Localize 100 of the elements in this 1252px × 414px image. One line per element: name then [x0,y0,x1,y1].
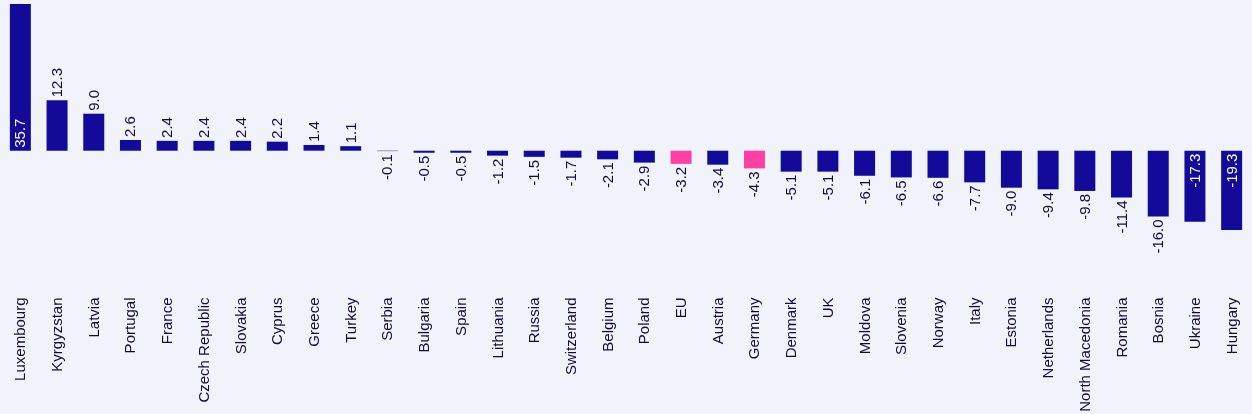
x-tick-label: Estonia [1002,296,1020,348]
bar [193,140,215,151]
x-tick-label: Lithuania [488,296,506,359]
x-tick-label: Moldova [855,296,873,355]
x-tick-label: Austria [708,296,726,345]
data-label: -5.1 [782,174,800,201]
data-label: -1.5 [525,159,543,186]
bar [1147,150,1169,217]
data-label: -6.5 [892,180,910,207]
x-tick-label: Slovenia [892,296,910,356]
x-tick-label: Switzerland [561,297,579,376]
data-label: -16.0 [1149,219,1167,254]
bar [1221,150,1243,231]
x-tick-label: Luxembourg [11,297,29,381]
bar [413,150,435,153]
data-label: 1.1 [341,122,359,144]
bar [817,150,839,172]
x-tick-label: Denmark [782,297,800,359]
data-label: -1.2 [488,158,506,185]
bar [83,113,105,151]
data-label: -9.8 [1075,193,1093,220]
data-label: -11.4 [1112,200,1130,234]
x-tick-label: Bulgaria [415,296,433,353]
x-tick-label: Italy [965,297,983,326]
data-label: -6.1 [855,178,873,205]
bar [743,150,765,169]
data-label: -4.3 [745,171,763,198]
bar [670,150,692,164]
bar [964,150,986,183]
data-label: -0.1 [378,154,396,180]
bar [487,150,509,156]
data-label: -7.7 [965,185,983,212]
x-tick-label: Romania [1112,296,1130,358]
x-tick-label: EU [672,297,690,319]
x-tick-label: Poland [635,297,653,345]
data-label: 1.4 [305,121,322,143]
bar [450,150,472,153]
bar [46,100,68,151]
bar [230,140,252,151]
data-label: 12.3 [48,68,66,98]
bar [119,140,141,151]
x-tick-label: Turkey [341,297,359,343]
bar [854,150,876,176]
x-tick-label: Belgium [598,297,616,352]
data-label: -5.1 [818,174,836,201]
x-tick-label: Spain [451,297,469,336]
bar [1074,150,1096,191]
data-label: -2.1 [598,162,616,189]
x-tick-label: Czech Republic [194,297,212,403]
bar [9,4,31,151]
bar [707,150,729,165]
x-tick-label: Kyrgyzstan [48,297,66,372]
data-label: -6.6 [929,180,946,207]
data-label: 2.4 [194,117,212,138]
data-label: -0.5 [451,155,469,182]
data-label: -9.0 [1002,190,1020,217]
data-label: -17.3 [1185,153,1203,188]
x-tick-label: Germany [745,297,763,360]
x-tick-label: Russia [525,296,543,344]
data-label: -0.5 [415,155,433,182]
bar [780,150,802,172]
x-tick-label: Ukraine [1185,297,1203,350]
x-tick-label: Netherlands [1039,297,1057,379]
bar [340,146,362,151]
x-tick-label: Portugal [121,297,139,354]
data-label: 2.4 [231,117,249,138]
x-tick-label: Greece [305,297,322,347]
bar [1111,150,1133,198]
x-tick-label: France [158,297,176,345]
bar [303,144,325,151]
data-label: 35.7 [11,118,29,148]
data-label: 2.2 [268,117,286,139]
data-label: -2.9 [635,165,653,192]
data-label: 9.0 [84,89,102,111]
bar [266,141,288,151]
x-tick-label: Latvia [84,296,102,338]
bar [1037,150,1059,190]
x-tick-label: Cyprus [268,297,286,346]
x-tick-label: Serbia [378,296,396,341]
bar [523,150,545,157]
bar [156,140,178,151]
data-label: -1.7 [561,160,579,187]
x-tick-label: Hungary [1222,297,1240,355]
data-label: -19.3 [1222,153,1240,188]
bar [927,150,949,178]
x-tick-label: Slovakia [231,296,249,355]
bar [597,150,619,160]
bar [890,150,912,178]
data-label: 2.4 [158,117,176,138]
data-label: -9.4 [1039,192,1057,219]
x-tick-label: North Macedonia [1075,296,1093,412]
bar [633,150,655,163]
bar [1184,150,1206,222]
bar [1000,150,1022,188]
data-label: -3.4 [708,167,726,194]
data-label: -3.2 [672,166,690,193]
data-label: 2.6 [121,116,139,138]
bar [560,150,582,158]
x-tick-label: Bosnia [1149,296,1167,344]
x-tick-label: Norway [929,297,946,349]
